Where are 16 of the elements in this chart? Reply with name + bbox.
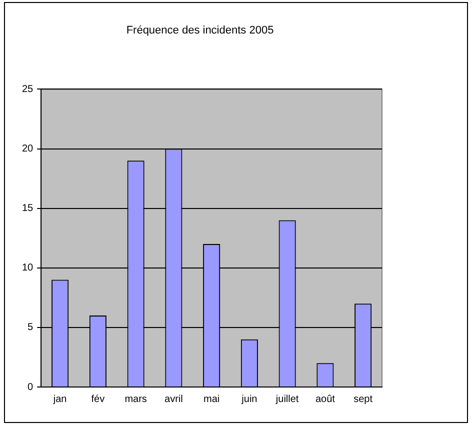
x-tick-label: juin (240, 394, 258, 405)
y-tick-label: 20 (22, 144, 34, 155)
x-tick-label: août (315, 394, 336, 405)
x-tick-label: mars (124, 394, 147, 405)
x-tick-label: avril (164, 394, 183, 405)
x-tick-label: sept (354, 394, 373, 405)
x-tick-label: mai (204, 394, 220, 405)
y-tick-label: 25 (22, 84, 34, 95)
x-tick-label: fév (91, 394, 105, 405)
y-tick-label: 10 (22, 262, 34, 274)
y-tick-label: 0 (28, 382, 34, 393)
y-tick-label: 15 (22, 203, 34, 214)
chart-title: Fréquence des incidents 2005 (126, 24, 274, 37)
y-tick-label: 5 (28, 322, 34, 334)
x-tick-label: jan (52, 394, 67, 405)
x-tick-label: juillet (274, 394, 299, 405)
